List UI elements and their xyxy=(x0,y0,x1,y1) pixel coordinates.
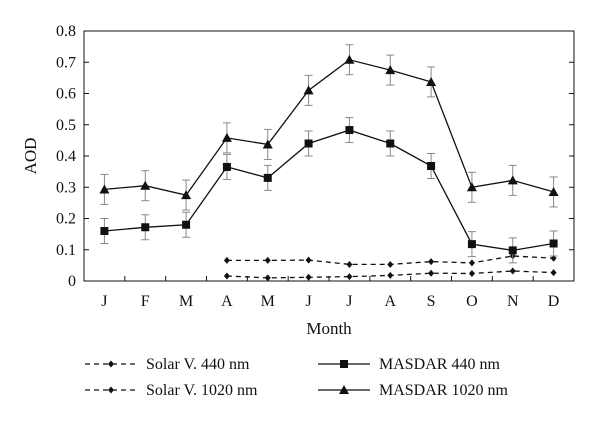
legend: Solar V. 440 nm Solar V. 1020 nm MASDAR 44… xyxy=(85,356,508,399)
y-tick-label: 0.1 xyxy=(56,242,76,259)
y-axis-label: AOD xyxy=(21,138,40,175)
data-point xyxy=(346,260,353,268)
x-tick-label: M xyxy=(261,293,275,310)
data-point xyxy=(222,162,231,171)
legend-marker xyxy=(108,360,114,368)
data-point xyxy=(549,239,558,248)
data-point xyxy=(223,256,230,264)
x-tick-label: A xyxy=(221,293,233,310)
data-point xyxy=(468,270,475,277)
legend-label: Solar V. 1020 nm xyxy=(146,382,258,399)
data-point xyxy=(387,260,394,268)
data-point xyxy=(550,269,557,277)
x-axis-label: Month xyxy=(306,319,352,338)
x-tick-label: J xyxy=(305,293,311,310)
legend-marker xyxy=(108,386,114,394)
legend-entry: MASDAR 440 nm xyxy=(318,356,500,373)
data-point xyxy=(305,256,312,264)
series-line xyxy=(104,59,554,196)
data-point xyxy=(509,267,516,275)
data-point xyxy=(345,126,354,135)
x-tick-label: F xyxy=(141,293,150,310)
y-tick-label: 0.7 xyxy=(56,54,76,71)
x-tick-label: J xyxy=(101,293,107,310)
legend-marker xyxy=(340,360,348,368)
series-1 xyxy=(223,252,557,268)
legend-entry: Solar V. 440 nm xyxy=(85,356,250,373)
x-tick-label: J xyxy=(346,293,352,310)
data-point xyxy=(466,182,477,192)
data-point xyxy=(303,85,314,95)
data-point xyxy=(387,271,394,279)
data-point xyxy=(182,220,191,229)
data-point xyxy=(262,139,273,149)
data-point xyxy=(468,259,475,267)
x-tick-label: M xyxy=(179,293,193,310)
data-point xyxy=(508,246,517,255)
data-point xyxy=(426,76,437,86)
x-tick-label: A xyxy=(384,293,396,310)
legend-entry: MASDAR 1020 nm xyxy=(318,382,508,399)
legend-label: MASDAR 440 nm xyxy=(379,356,500,373)
series-layer xyxy=(99,44,559,282)
series-2 xyxy=(223,267,557,282)
axes: 0 0.1 0.2 0.3 0.4 0.5 0.6 0.7 0.8 J F M A M J J A S O N D xyxy=(56,23,575,310)
data-point xyxy=(305,273,312,281)
y-tick-label: 0.4 xyxy=(56,148,76,165)
y-tick-label: 0 xyxy=(68,273,76,290)
x-tick-label: S xyxy=(427,293,436,310)
data-point xyxy=(386,139,395,148)
legend-label: Solar V. 440 nm xyxy=(146,356,250,373)
data-point xyxy=(467,240,476,249)
data-point xyxy=(181,190,192,200)
data-point xyxy=(507,175,518,185)
data-point xyxy=(346,273,353,281)
data-point xyxy=(141,223,150,232)
data-point xyxy=(99,184,110,194)
data-point xyxy=(428,258,435,266)
legend-entry: Solar V. 1020 nm xyxy=(85,382,258,399)
series-line xyxy=(104,129,554,252)
series-3 xyxy=(100,117,558,264)
y-tick-label: 0.2 xyxy=(56,211,76,228)
legend-label: MASDAR 1020 nm xyxy=(379,382,508,399)
y-tick-label: 0.3 xyxy=(56,179,76,196)
data-point xyxy=(221,132,232,142)
series-4 xyxy=(99,44,559,211)
x-tick-label: O xyxy=(466,293,478,310)
x-tick-label: N xyxy=(507,293,519,310)
data-point xyxy=(304,139,313,148)
data-point xyxy=(548,186,559,196)
y-tick-label: 0.5 xyxy=(56,117,76,134)
data-point xyxy=(344,54,355,64)
plot-frame xyxy=(83,30,575,282)
legend-marker xyxy=(339,385,349,394)
data-point xyxy=(385,65,396,75)
data-point xyxy=(264,274,271,282)
data-point xyxy=(428,269,435,277)
data-point xyxy=(100,227,109,235)
y-tick-label: 0.8 xyxy=(56,23,76,40)
data-point xyxy=(264,256,271,264)
data-point xyxy=(427,162,436,170)
y-tick-label: 0.6 xyxy=(56,86,76,103)
data-point xyxy=(263,173,272,182)
x-tick-label: D xyxy=(548,293,560,310)
data-point xyxy=(223,272,230,280)
data-point xyxy=(140,180,151,190)
